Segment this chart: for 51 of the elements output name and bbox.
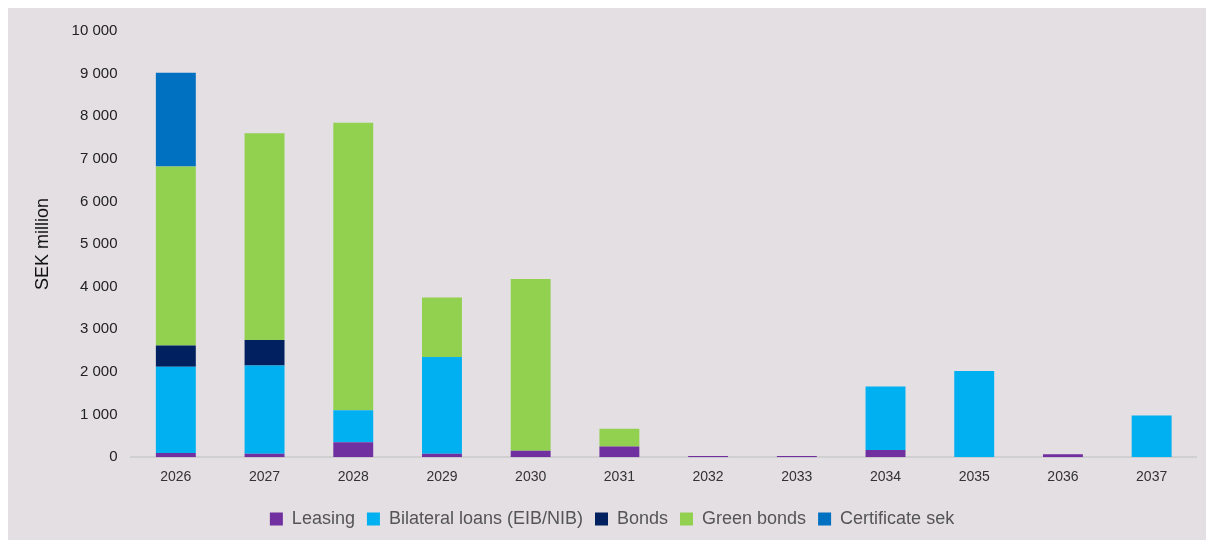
bar (244, 133, 285, 340)
bar (599, 428, 640, 447)
bar (155, 366, 196, 453)
bar (954, 371, 995, 458)
bar (333, 442, 374, 458)
x-tick-label: 2030 (515, 468, 547, 485)
y-tick-label: 8 000 (79, 106, 118, 124)
x-tick-label: 2027 (248, 468, 281, 485)
bar (599, 446, 640, 458)
legend-label: Green bonds (702, 507, 807, 528)
bar (1042, 454, 1083, 458)
bar (155, 345, 196, 367)
x-tick-label: 2034 (869, 468, 902, 485)
y-tick-label: 9 000 (79, 63, 118, 81)
legend-label: Bonds (616, 507, 669, 528)
x-tick-label: 2033 (781, 468, 813, 485)
y-axis-title: SEK million (31, 198, 52, 291)
bar (422, 357, 462, 454)
y-tick-label: 1 000 (79, 404, 118, 422)
bar (244, 365, 285, 454)
bar (155, 72, 196, 167)
x-tick-label: 2036 (1047, 468, 1079, 485)
y-tick-label: 7 000 (79, 149, 118, 166)
bar (510, 279, 551, 451)
y-tick-label: 4 000 (79, 276, 118, 294)
y-tick-label: 6 000 (79, 191, 118, 209)
x-tick-label: 2031 (603, 468, 636, 485)
y-tick-label: 3 000 (79, 319, 118, 337)
bar (155, 452, 196, 458)
legend-label: Bilateral loans (EIB/NIB) (388, 507, 583, 528)
bar (865, 449, 906, 458)
bar (155, 166, 196, 346)
x-tick-label: 2032 (692, 468, 724, 485)
y-tick-label: 5 000 (79, 234, 118, 252)
bar (510, 450, 551, 458)
bar (865, 386, 906, 450)
bar (333, 122, 374, 411)
x-tick-label: 2026 (160, 468, 192, 485)
bar (1131, 415, 1172, 458)
x-tick-label: 2029 (426, 468, 458, 485)
y-tick-label: 2 000 (79, 362, 118, 380)
x-tick-label: 2028 (337, 468, 370, 485)
bar (333, 410, 374, 443)
legend-label: Leasing (291, 507, 355, 528)
bar (422, 297, 462, 358)
legend-label: Certificate sek (840, 507, 956, 528)
y-tick-label: 0 (109, 447, 118, 465)
x-tick-label: 2037 (1136, 468, 1168, 485)
x-tick-label: 2035 (958, 468, 991, 485)
bar (244, 340, 285, 366)
y-tick-label: 10 000 (71, 21, 118, 39)
